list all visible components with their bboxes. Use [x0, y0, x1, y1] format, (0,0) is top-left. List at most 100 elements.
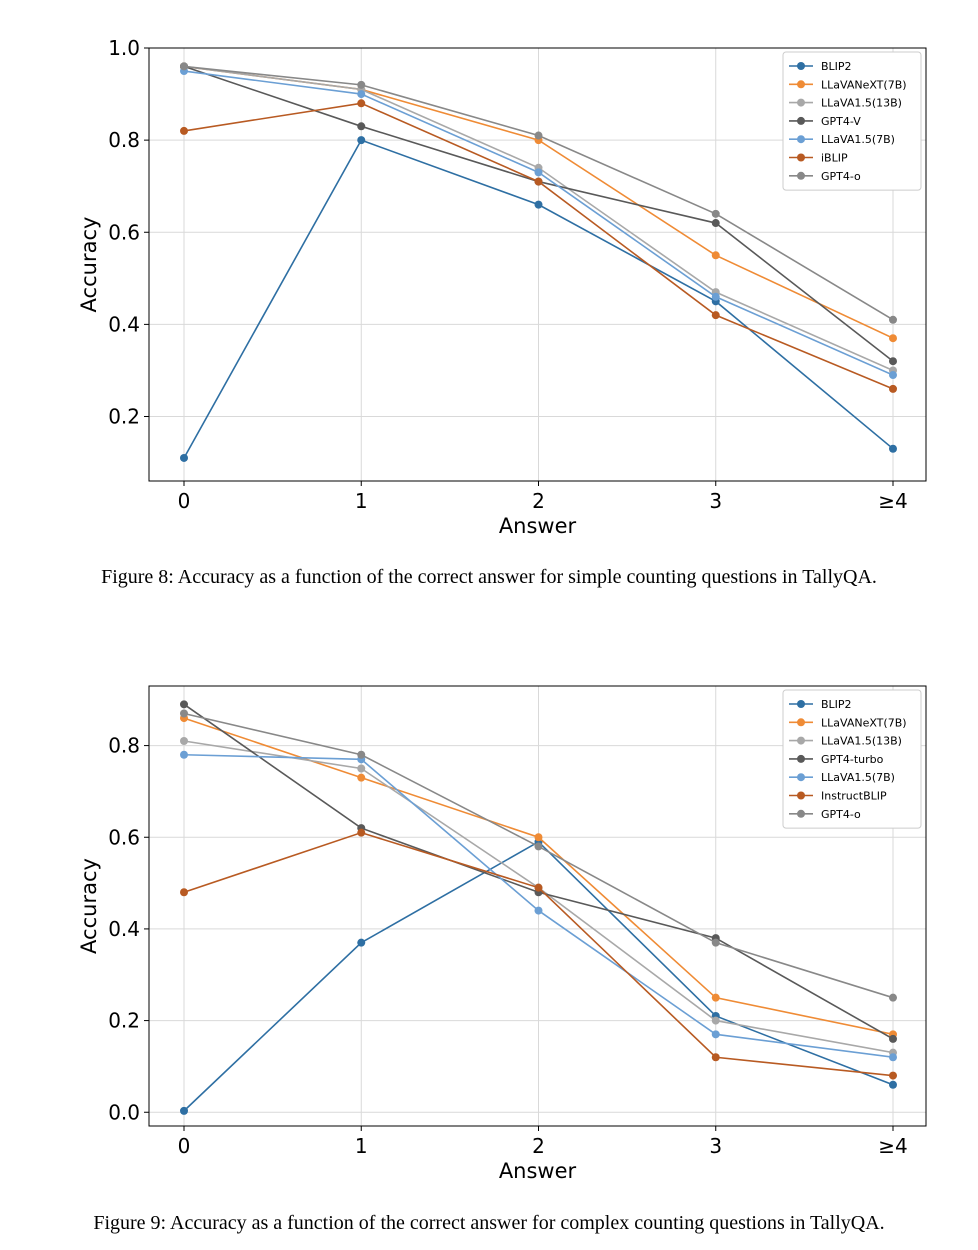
y-tick-label: 0.8: [108, 128, 140, 152]
x-tick-label: 2: [532, 1134, 545, 1158]
legend-label: LLaVA1.5(7B): [821, 133, 895, 146]
legend-item: LLaVA1.5(13B): [789, 735, 902, 748]
legend-label: LLaVA1.5(7B): [821, 771, 895, 784]
data-point: [357, 938, 366, 947]
legend-swatch-marker: [797, 171, 805, 180]
data-point: [711, 1030, 720, 1039]
legend-item: InstructBLIP: [789, 790, 887, 803]
legend-box: [782, 689, 922, 829]
series-LLaVA1.5(7B): [180, 67, 897, 380]
legend-swatch-marker: [797, 736, 805, 745]
legend-box: [782, 51, 922, 191]
series-InstructBLIP: [180, 828, 897, 1080]
legend-item: LLaVANeXT(7B): [789, 716, 907, 729]
series-GPT4-o: [180, 709, 897, 1002]
legend-label: LLaVANeXT(7B): [821, 716, 907, 729]
legend-swatch-marker: [797, 754, 805, 763]
data-point: [889, 1053, 897, 1062]
y-tick-label: 0.6: [108, 220, 140, 244]
y-tick-label: 0.2: [108, 1009, 140, 1033]
data-point: [889, 444, 897, 453]
y-axis-label: Accuracy: [77, 858, 101, 954]
legend-label: InstructBLIP: [821, 790, 887, 803]
data-point: [711, 1016, 720, 1025]
data-point: [711, 993, 720, 1002]
data-point: [889, 371, 897, 380]
data-point: [534, 200, 543, 209]
data-point: [711, 251, 720, 260]
data-point: [711, 311, 720, 320]
data-point: [180, 709, 188, 718]
legend-label: GPT4-o: [821, 170, 861, 183]
data-point: [357, 99, 366, 108]
x-axis-label: Answer: [499, 514, 577, 538]
x-tick-label: 3: [709, 489, 722, 513]
legend-swatch-marker: [797, 62, 805, 70]
legend-swatch-marker: [797, 700, 805, 708]
y-tick-label: 0.2: [108, 405, 140, 429]
data-point: [180, 737, 188, 745]
data-point: [534, 883, 543, 892]
x-axis-label: Answer: [499, 1159, 577, 1183]
data-point: [711, 292, 720, 301]
data-point: [889, 315, 897, 324]
data-point: [889, 993, 897, 1002]
legend-item: GPT4-o: [789, 808, 861, 821]
data-point: [711, 219, 720, 228]
figure-8-caption: Figure 8: Accuracy as a function of the …: [101, 566, 877, 588]
legend-item: LLaVA1.5(13B): [789, 97, 902, 110]
data-point: [534, 177, 543, 186]
y-tick-label: 0.4: [108, 312, 140, 336]
legend: BLIP2 LLaVANeXT(7B) LLaVA1.5(13B) GPT4-V LLa…: [782, 51, 922, 191]
data-point: [357, 773, 366, 782]
series-BLIP2: [180, 136, 897, 462]
legend-swatch-marker: [797, 116, 805, 125]
legend-label: BLIP2: [821, 60, 852, 73]
legend-item: GPT4-o: [789, 170, 861, 183]
data-point: [357, 828, 366, 837]
data-point: [889, 384, 897, 393]
data-point: [889, 1071, 897, 1080]
legend-label: LLaVANeXT(7B): [821, 78, 907, 91]
series-iBLIP: [180, 99, 897, 393]
data-point: [357, 750, 366, 759]
data-point: [180, 700, 188, 709]
data-point: [180, 1106, 188, 1115]
data-point: [534, 842, 543, 851]
data-point: [889, 1080, 897, 1089]
legend-item: LLaVA1.5(7B): [789, 771, 895, 784]
legend: BLIP2 LLaVANeXT(7B) LLaVA1.5(13B) GPT4-turb…: [782, 689, 922, 829]
plot-frame: [148, 685, 927, 1127]
y-tick-label: 1.0: [108, 36, 140, 60]
data-point: [534, 833, 543, 842]
data-point: [180, 453, 188, 462]
legend-item: LLaVANeXT(7B): [789, 78, 907, 91]
legend-label: iBLIP: [821, 152, 848, 165]
legend-swatch-marker: [797, 791, 805, 800]
figure-9-chart: 0 1 2 3 ≥4 0.0 0.2 0.4 0.6 0.8 Answer Accuracy BLIP2…: [77, 685, 927, 1183]
data-point: [180, 888, 188, 897]
series-GPT4-o: [180, 62, 897, 324]
x-tick-label: ≥4: [878, 489, 907, 513]
data-point: [180, 750, 188, 759]
x-tick-label: 2: [532, 489, 545, 513]
data-point: [534, 168, 543, 177]
legend-swatch-marker: [797, 718, 805, 727]
x-tick-label: ≥4: [878, 1134, 907, 1158]
data-point: [357, 764, 366, 773]
data-point: [889, 334, 897, 343]
plot-frame: [148, 47, 927, 482]
data-point: [357, 90, 366, 99]
x-tick-label: 0: [178, 489, 191, 513]
x-tick-label: 0: [178, 1134, 191, 1158]
legend-swatch-marker: [797, 809, 805, 818]
legend-swatch-marker: [797, 80, 805, 89]
data-point: [889, 357, 897, 366]
data-point: [357, 122, 366, 131]
data-point: [711, 1053, 720, 1062]
legend-swatch-marker: [797, 773, 805, 782]
data-point: [711, 209, 720, 218]
y-tick-label: 0.4: [108, 917, 140, 941]
legend-swatch-marker: [797, 135, 805, 144]
legend-label: GPT4-V: [821, 115, 861, 128]
